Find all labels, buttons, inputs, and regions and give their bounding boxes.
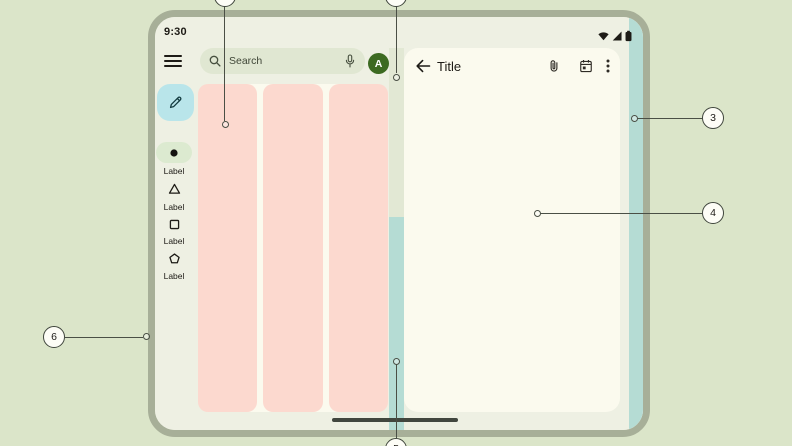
search-placeholder: Search <box>229 55 263 67</box>
callout-5-number: 5 <box>393 443 399 446</box>
callout-3-number: 3 <box>710 112 716 124</box>
callout-6-endpoint <box>142 333 150 341</box>
callout-6-number: 6 <box>51 331 57 343</box>
nav-item-3-label: Label <box>163 236 185 246</box>
triangle-icon[interactable] <box>168 182 181 195</box>
callout-2-number: 2 <box>393 0 399 2</box>
callout-3-endpoint <box>630 114 638 122</box>
callout-5-endpoint <box>392 357 400 365</box>
callout-5-line <box>395 364 397 438</box>
callout-2-endpoint <box>392 73 400 81</box>
right-edge-highlight <box>629 17 643 430</box>
tablet-device-frame: 9:30 Search <box>148 10 650 437</box>
attachment-icon[interactable] <box>547 59 561 73</box>
device-screen: 9:30 Search <box>155 17 643 430</box>
calendar-icon[interactable] <box>579 59 593 73</box>
square-icon[interactable] <box>168 218 181 231</box>
callout-4-marker: 4 <box>702 202 724 224</box>
callout-1-marker: 1 <box>214 0 236 7</box>
callout-2-line <box>395 0 397 73</box>
callout-6-line <box>65 336 143 338</box>
hamburger-icon <box>164 55 182 57</box>
callout-4-number: 4 <box>710 207 716 219</box>
callout-1-endpoint <box>221 120 229 128</box>
compose-fab[interactable] <box>157 84 194 121</box>
list-card[interactable] <box>198 84 258 412</box>
battery-icon <box>625 30 632 42</box>
pane-divider-drag-handle[interactable] <box>389 217 404 430</box>
more-vert-icon[interactable] <box>606 59 612 73</box>
avatar-initial: A <box>374 57 383 70</box>
detail-title: Title <box>437 59 462 74</box>
callout-3-marker: 3 <box>702 107 724 129</box>
pentagon-icon[interactable] <box>168 252 181 265</box>
callout-2-marker: 2 <box>385 0 407 7</box>
status-bar-icons <box>598 30 632 42</box>
callout-4-endpoint <box>533 209 541 217</box>
search-bar[interactable]: Search <box>200 48 365 74</box>
gesture-navigation-bar[interactable] <box>332 418 458 422</box>
pencil-icon <box>167 94 184 111</box>
back-button[interactable] <box>414 57 432 75</box>
callout-4-line <box>540 213 702 215</box>
pane-divider <box>389 48 404 217</box>
menu-button[interactable] <box>164 55 182 67</box>
nav-item-2-label: Label <box>163 202 185 212</box>
callout-5-marker: 5 <box>385 438 407 446</box>
callout-6-marker: 6 <box>43 326 65 348</box>
status-bar-time: 9:30 <box>164 26 187 38</box>
callout-1-number: 1 <box>222 0 228 2</box>
nav-item-4-label: Label <box>163 271 185 281</box>
callout-3-line <box>637 118 702 120</box>
wifi-icon <box>598 31 609 41</box>
detail-pane: Title <box>404 48 620 412</box>
nav-item-1-label: Label <box>163 166 185 176</box>
signal-icon <box>612 31 622 41</box>
mic-icon[interactable] <box>344 54 356 68</box>
circle-filled-icon <box>167 146 181 160</box>
search-icon <box>209 55 221 67</box>
list-pane-surface <box>198 84 388 412</box>
nav-item-1-selected[interactable] <box>156 142 192 163</box>
callout-1-line <box>224 0 226 121</box>
list-card[interactable] <box>328 84 388 412</box>
list-card[interactable] <box>263 84 323 412</box>
account-avatar[interactable]: A <box>368 53 389 74</box>
